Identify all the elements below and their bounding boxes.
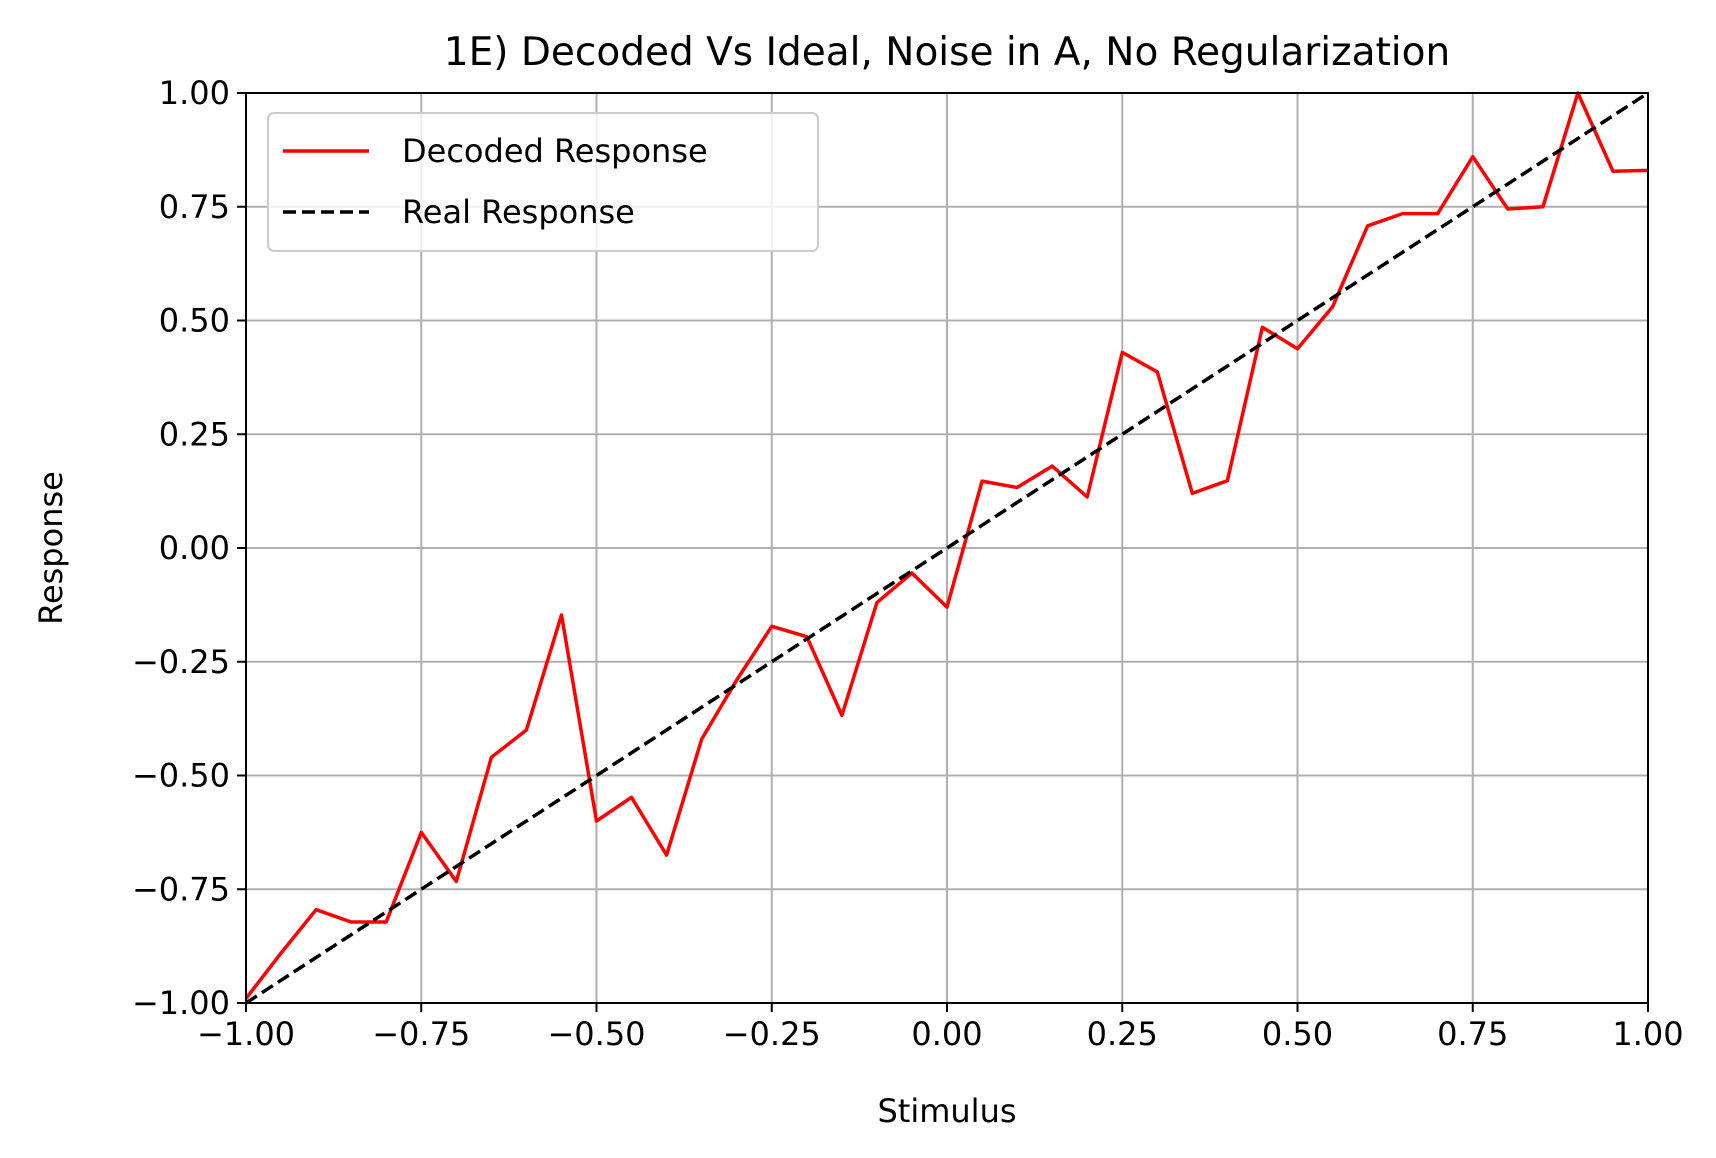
x-axis-label: Stimulus xyxy=(877,1092,1016,1130)
x-tick-label: 0.75 xyxy=(1437,1015,1508,1053)
legend-box xyxy=(267,112,819,252)
y-tick-label: −0.25 xyxy=(132,643,230,681)
y-tick-label: −0.75 xyxy=(132,870,230,908)
x-tick-label: −0.75 xyxy=(372,1015,470,1053)
chart-title: 1E) Decoded Vs Ideal, Noise in A, No Reg… xyxy=(444,30,1450,75)
series-line-real-response xyxy=(245,91,1649,1005)
axis-ticks: −1.00 −0.75 −0.50 −0.25 0.00 0.25 0.50 0.75 1.00… xyxy=(132,74,1684,1053)
y-tick-label: 0.00 xyxy=(159,529,230,567)
y-tick-label: 0.50 xyxy=(159,302,230,340)
plot-series xyxy=(244,91,1649,1005)
y-tick-label: 1.00 xyxy=(159,74,230,112)
x-tick-label: 0.50 xyxy=(1262,1015,1333,1053)
y-tick-label: 0.75 xyxy=(159,188,230,226)
y-axis-label: Response xyxy=(32,471,70,625)
y-tick-label: 0.25 xyxy=(159,415,230,453)
x-tick-label: 1.00 xyxy=(1612,1015,1683,1053)
x-tick-label: 0.00 xyxy=(911,1015,982,1053)
chart-legend: Decoded Response Real Response xyxy=(267,112,819,252)
series-line-decoded-response xyxy=(244,91,1649,1000)
y-tick-label: −1.00 xyxy=(132,984,230,1022)
legend-label-real-response: Real Response xyxy=(402,193,635,231)
x-tick-label: −1.00 xyxy=(197,1015,295,1053)
x-tick-label: −0.50 xyxy=(547,1015,645,1053)
x-tick-label: −0.25 xyxy=(723,1015,821,1053)
x-tick-label: 0.25 xyxy=(1087,1015,1158,1053)
legend-label-decoded-response: Decoded Response xyxy=(402,132,708,170)
y-tick-label: −0.50 xyxy=(132,757,230,795)
